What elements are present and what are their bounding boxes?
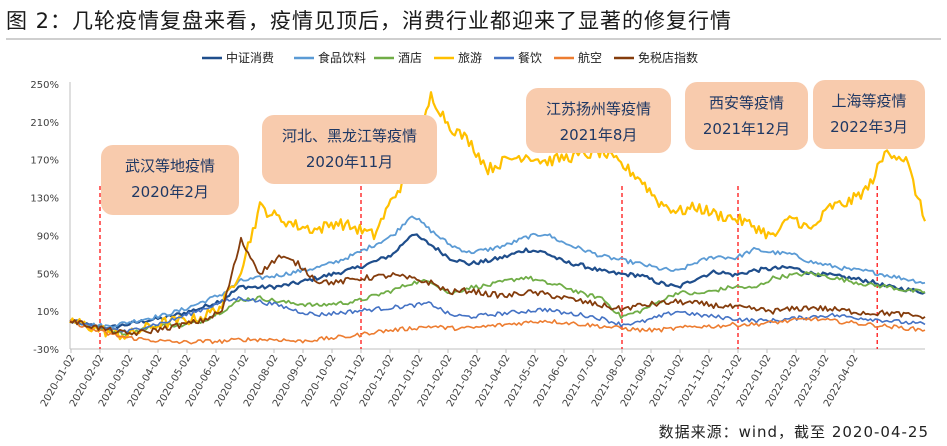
figure-title: 图 2：几轮疫情复盘来看，疫情见顶后，消费行业都迎来了显著的修复行情 bbox=[6, 4, 941, 40]
legend-label: 旅游 bbox=[458, 51, 482, 65]
y-tick-label: -30% bbox=[33, 345, 59, 356]
y-tick-label: 10% bbox=[37, 307, 59, 318]
y-tick-label: 90% bbox=[37, 231, 59, 242]
series-line bbox=[69, 233, 926, 331]
legend-label: 航空 bbox=[578, 50, 602, 65]
legend-label: 餐饮 bbox=[518, 50, 542, 65]
annotation-text: 2020年11月 bbox=[306, 153, 393, 171]
annotation-text: 2021年12月 bbox=[703, 120, 790, 138]
y-tick-label: 170% bbox=[30, 156, 59, 167]
annotation-text: 武汉等地疫情 bbox=[125, 157, 215, 175]
annotation-box bbox=[813, 80, 925, 149]
annotation-text: 西安等疫情 bbox=[709, 94, 784, 112]
series-line bbox=[69, 215, 926, 329]
y-tick-label: 250% bbox=[30, 80, 59, 91]
legend-label: 免税店指数 bbox=[638, 50, 698, 65]
y-tick-label: 210% bbox=[30, 118, 59, 129]
series-line bbox=[69, 296, 926, 334]
annotation-text: 2021年8月 bbox=[560, 126, 638, 144]
annotation-text: 河北、黑龙江等疫情 bbox=[282, 127, 417, 145]
y-tick-label: 130% bbox=[30, 194, 59, 205]
legend-label: 中证消费 bbox=[226, 50, 274, 65]
annotation-box bbox=[262, 115, 437, 184]
annotation-box bbox=[685, 82, 808, 150]
annotation-text: 江苏扬州等疫情 bbox=[546, 100, 651, 118]
source-note: 数据来源：wind，截至 2020-04-25 bbox=[658, 423, 929, 441]
y-tick-label: 50% bbox=[37, 269, 59, 280]
annotation-text: 2022年3月 bbox=[830, 118, 908, 136]
annotation-box bbox=[526, 88, 671, 153]
annotation-text: 上海等疫情 bbox=[831, 92, 906, 110]
series-line bbox=[69, 316, 926, 345]
annotation-box bbox=[101, 145, 239, 215]
legend-label: 食品饮料 bbox=[318, 50, 366, 65]
series-line bbox=[69, 236, 926, 337]
annotation-text: 2020年2月 bbox=[131, 183, 209, 201]
legend-label: 酒店 bbox=[398, 51, 422, 65]
